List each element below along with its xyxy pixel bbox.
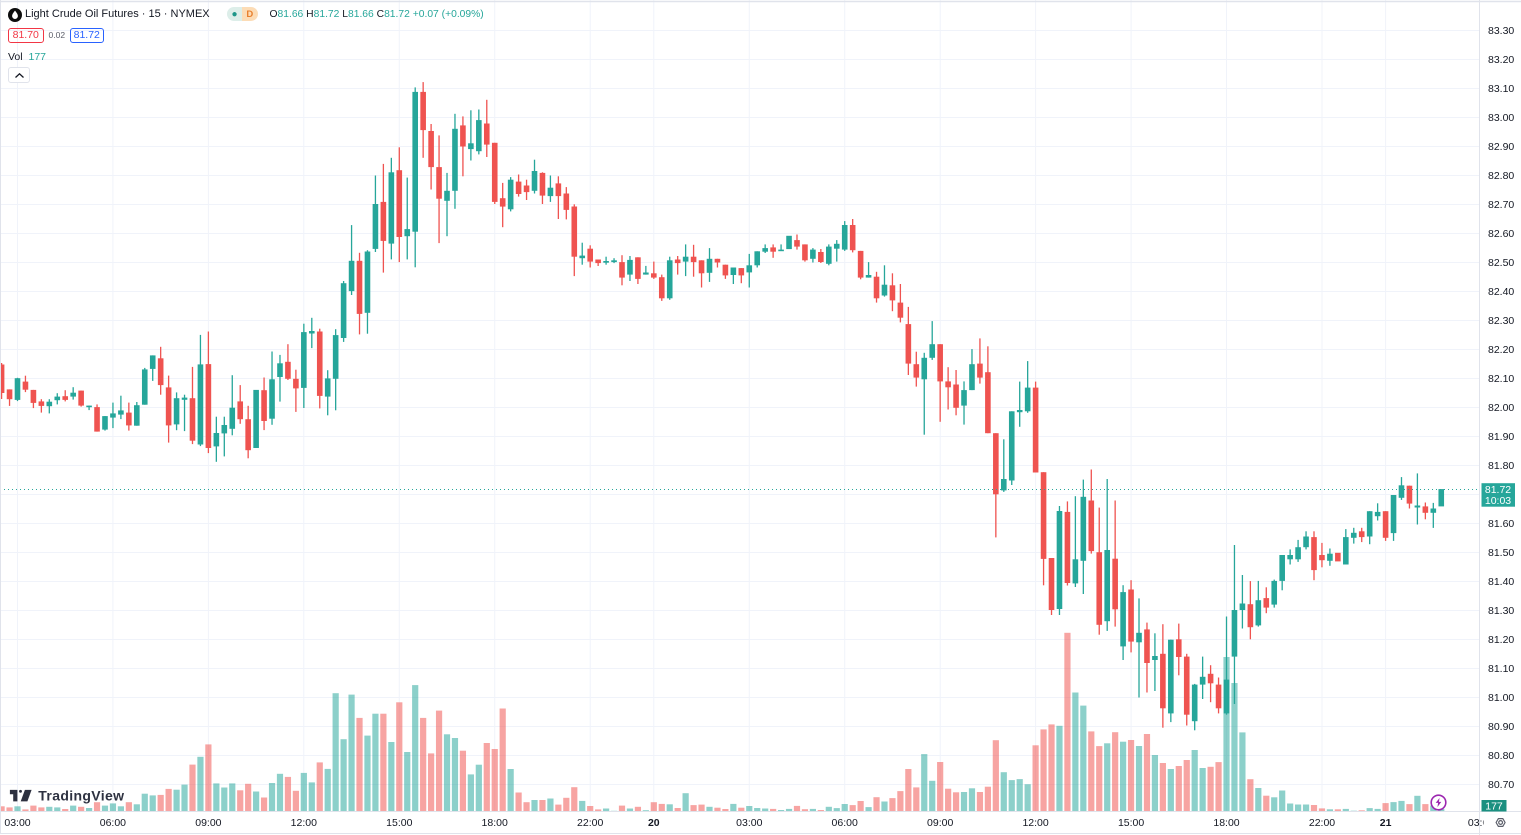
svg-text:82.10: 82.10 (1488, 373, 1514, 385)
svg-text:82.80: 82.80 (1488, 170, 1514, 182)
svg-text:15:00: 15:00 (386, 817, 412, 829)
svg-text:81.72: 81.72 (1485, 484, 1511, 496)
svg-text:03:00: 03:00 (736, 817, 762, 829)
svg-text:83.30: 83.30 (1488, 25, 1514, 37)
svg-text:83.10: 83.10 (1488, 83, 1514, 95)
svg-text:TradingView: TradingView (38, 788, 124, 804)
svg-text:06:00: 06:00 (100, 817, 126, 829)
svg-text:83.00: 83.00 (1488, 112, 1514, 124)
svg-text:81.30: 81.30 (1488, 605, 1514, 617)
svg-text:18:00: 18:00 (482, 817, 508, 829)
svg-text:20: 20 (648, 817, 660, 829)
svg-text:82.60: 82.60 (1488, 228, 1514, 240)
svg-text:03:00: 03:00 (4, 817, 30, 829)
svg-text:21: 21 (1380, 817, 1392, 829)
svg-text:81.80: 81.80 (1488, 460, 1514, 472)
svg-text:82.20: 82.20 (1488, 344, 1514, 356)
svg-text:22:00: 22:00 (1309, 817, 1335, 829)
svg-text:83.20: 83.20 (1488, 54, 1514, 66)
svg-text:10:03: 10:03 (1485, 495, 1511, 507)
svg-text:177: 177 (1485, 800, 1503, 812)
svg-text:82.50: 82.50 (1488, 257, 1514, 269)
svg-text:80.80: 80.80 (1488, 750, 1514, 762)
svg-text:81.00: 81.00 (1488, 692, 1514, 704)
svg-text:18:00: 18:00 (1213, 817, 1239, 829)
svg-text:82.40: 82.40 (1488, 286, 1514, 298)
svg-text:82.00: 82.00 (1488, 402, 1514, 414)
svg-text:81.50: 81.50 (1488, 547, 1514, 559)
svg-text:81.90: 81.90 (1488, 431, 1514, 443)
svg-text:06:00: 06:00 (832, 817, 858, 829)
svg-text:82.30: 82.30 (1488, 315, 1514, 327)
svg-text:09:00: 09:00 (927, 817, 953, 829)
svg-text:81.10: 81.10 (1488, 663, 1514, 675)
svg-text:09:00: 09:00 (195, 817, 221, 829)
svg-text:22:00: 22:00 (577, 817, 603, 829)
svg-text:12:00: 12:00 (1022, 817, 1048, 829)
svg-text:81.60: 81.60 (1488, 518, 1514, 530)
svg-text:82.70: 82.70 (1488, 199, 1514, 211)
svg-text:15:00: 15:00 (1118, 817, 1144, 829)
svg-text:81.20: 81.20 (1488, 634, 1514, 646)
svg-text:80.70: 80.70 (1488, 779, 1514, 791)
svg-text:80.90: 80.90 (1488, 721, 1514, 733)
svg-text:82.90: 82.90 (1488, 141, 1514, 153)
svg-text:03:00: 03:00 (1468, 817, 1494, 829)
svg-text:12:00: 12:00 (291, 817, 317, 829)
svg-text:81.40: 81.40 (1488, 576, 1514, 588)
